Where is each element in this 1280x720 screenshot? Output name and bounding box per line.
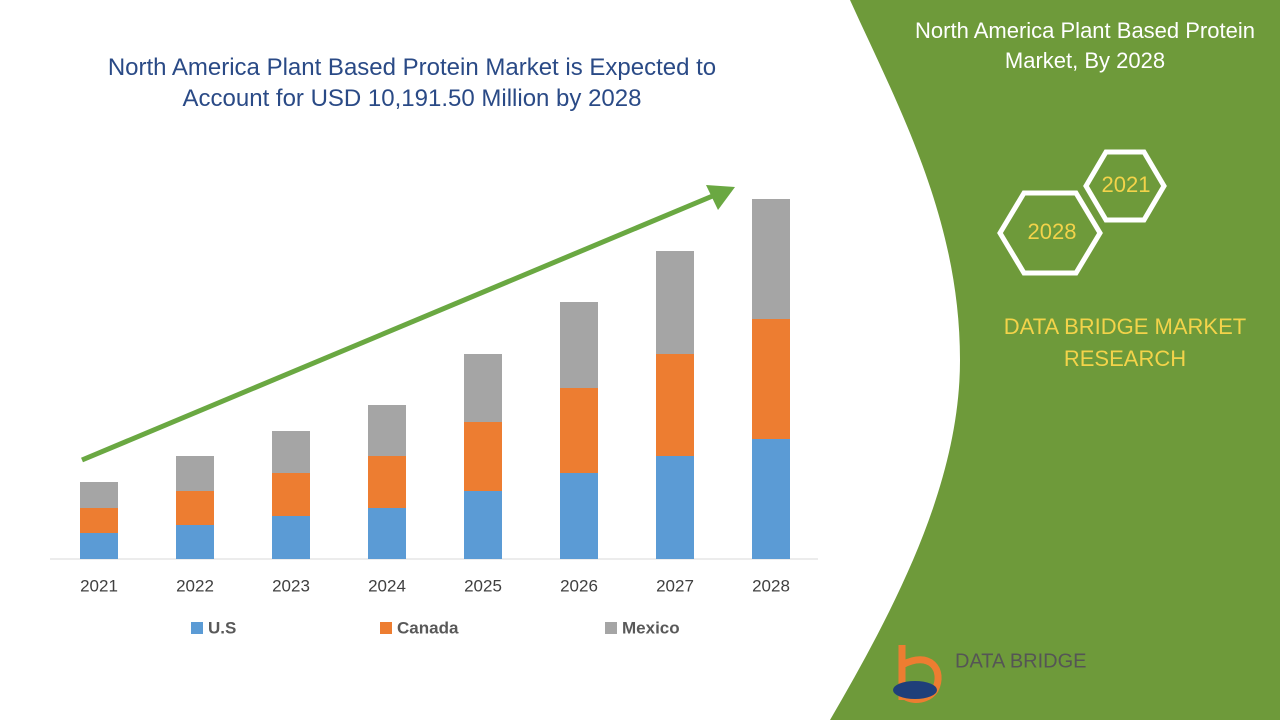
bar-segment — [368, 405, 406, 456]
bar-segment — [560, 302, 598, 388]
hex-year: 2028 — [1028, 219, 1077, 244]
chart-title: North America Plant Based Protein Market… — [107, 54, 717, 112]
legend-label: U.S — [208, 618, 236, 637]
trend-arrow — [81, 192, 716, 463]
hexagon — [997, 190, 1103, 276]
bar-segment — [80, 533, 118, 559]
legend-label: Canada — [397, 618, 459, 637]
brand-text: DATA BRIDGE MARKET RESEARCH — [1003, 314, 1247, 371]
bar-segment — [80, 482, 118, 508]
bar-segment — [176, 491, 214, 525]
bar-segment — [560, 388, 598, 473]
bar-segment — [464, 491, 502, 559]
bar-segment — [464, 422, 502, 491]
bar-segment — [272, 431, 310, 473]
legend-swatch — [191, 622, 203, 634]
bar-segment — [464, 354, 502, 422]
legend-label: Mexico — [622, 618, 680, 637]
legend-swatch — [605, 622, 617, 634]
bar-segment — [656, 456, 694, 559]
trend-arrow-head — [706, 185, 735, 210]
x-tick-label: 2028 — [752, 576, 790, 595]
bar-segment — [368, 456, 406, 508]
panel-title: North America Plant Based Protein Market… — [915, 18, 1255, 73]
hexagon — [1083, 149, 1167, 223]
legend-swatch — [380, 622, 392, 634]
x-tick-label: 2022 — [176, 576, 214, 595]
bar-segment — [656, 354, 694, 456]
x-tick-label: 2021 — [80, 576, 118, 595]
bar-segment — [752, 439, 790, 559]
hex-year: 2021 — [1102, 172, 1151, 197]
bar-segment — [560, 473, 598, 559]
bar-segment — [752, 319, 790, 439]
logo-mark — [893, 681, 937, 699]
bar-segment — [176, 456, 214, 491]
bar-segment — [752, 199, 790, 319]
logo-text: DATA BRIDGE — [955, 650, 1087, 672]
x-tick-label: 2025 — [464, 576, 502, 595]
side-panel — [830, 0, 1280, 720]
x-tick-label: 2024 — [368, 576, 406, 595]
bar-segment — [176, 525, 214, 559]
bar-segment — [656, 251, 694, 354]
x-tick-label: 2023 — [272, 576, 310, 595]
bar-segment — [368, 508, 406, 559]
bar-segment — [272, 516, 310, 559]
bar-segment — [80, 508, 118, 533]
bar-segment — [272, 473, 310, 516]
x-tick-label: 2026 — [560, 576, 598, 595]
x-tick-label: 2027 — [656, 576, 694, 595]
